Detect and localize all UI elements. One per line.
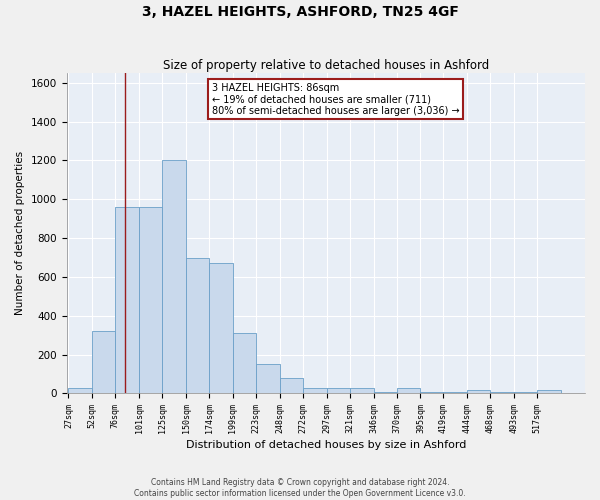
Bar (514, 392, 537, 394)
Bar (374, 392, 397, 394)
Bar (233, 333, 256, 394)
Bar (537, 390, 561, 394)
Bar (139, 207, 162, 394)
Bar (467, 390, 490, 394)
Bar (421, 392, 443, 394)
Text: Contains HM Land Registry data © Crown copyright and database right 2024.
Contai: Contains HM Land Registry data © Crown c… (134, 478, 466, 498)
X-axis label: Distribution of detached houses by size in Ashford: Distribution of detached houses by size … (185, 440, 466, 450)
Bar (280, 378, 303, 394)
Bar (303, 388, 327, 394)
Bar (327, 388, 350, 394)
Bar (256, 364, 280, 394)
Bar (397, 388, 421, 394)
Bar (92, 331, 115, 394)
Bar (350, 388, 374, 394)
Text: 3, HAZEL HEIGHTS, ASHFORD, TN25 4GF: 3, HAZEL HEIGHTS, ASHFORD, TN25 4GF (142, 5, 458, 19)
Bar (115, 207, 139, 394)
Bar (490, 392, 514, 394)
Bar (186, 258, 209, 394)
Text: 3 HAZEL HEIGHTS: 86sqm
← 19% of detached houses are smaller (711)
80% of semi-de: 3 HAZEL HEIGHTS: 86sqm ← 19% of detached… (212, 83, 460, 116)
Y-axis label: Number of detached properties: Number of detached properties (15, 151, 25, 316)
Bar (162, 160, 186, 394)
Bar (209, 264, 233, 394)
Title: Size of property relative to detached houses in Ashford: Size of property relative to detached ho… (163, 59, 489, 72)
Bar (68, 388, 92, 394)
Bar (443, 392, 467, 394)
